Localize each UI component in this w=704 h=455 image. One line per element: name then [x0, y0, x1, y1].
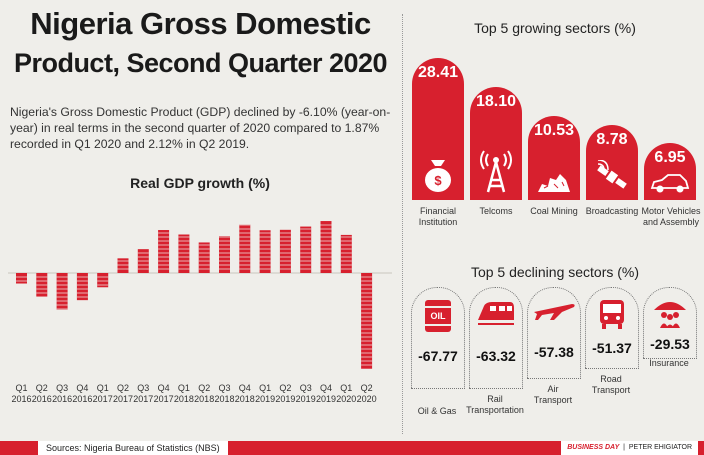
declining-item-air: -57.38 — [527, 287, 581, 379]
gdp-bar — [259, 230, 271, 273]
x-tick-label: Q3 2019 — [296, 383, 316, 404]
footer: Sources: Nigeria Bureau of Statistics (N… — [0, 441, 704, 455]
x-tick-label: Q4 2016 — [72, 383, 92, 404]
declining-sectors-title: Top 5 declining sectors (%) — [470, 264, 640, 280]
growing-bar-coal: 10.53 — [528, 116, 580, 200]
x-tick-label: Q2 2019 — [275, 383, 295, 404]
declining-item-insurance: -29.53 — [643, 287, 697, 359]
title-line-1: Nigeria Gross Domestic — [30, 6, 371, 41]
gdp-bar — [97, 273, 109, 288]
gdp-bar — [16, 273, 27, 284]
x-tick-label: Q2 2016 — [32, 383, 52, 404]
oil-icon-text: OIL — [431, 311, 447, 321]
growing-value: 18.10 — [475, 93, 517, 110]
gdp-chart-title: Real GDP growth (%) — [130, 175, 270, 191]
airplane-icon — [534, 304, 575, 320]
declining-item-rail: -63.32 — [469, 287, 523, 389]
gdp-bar — [117, 258, 129, 273]
declining-label-road: Road Transport — [591, 374, 631, 395]
gdp-bar — [56, 273, 68, 310]
declining-value: -63.32 — [476, 348, 516, 364]
declining-label-insurance: Insurance — [649, 358, 689, 368]
page-title: Nigeria Gross Domestic Product, Second Q… — [8, 6, 393, 81]
people-umbrella-icon — [654, 302, 686, 328]
x-tick-label: Q3 2017 — [133, 383, 153, 404]
growing-value: 6.95 — [654, 149, 686, 166]
declining-value: -57.38 — [534, 344, 574, 360]
growing-label-telcoms: Telcoms — [479, 206, 513, 216]
oil-barrel-icon: OIL — [425, 300, 451, 332]
svg-text:$: $ — [434, 173, 442, 188]
satellite-icon — [597, 160, 627, 189]
declining-value: -29.53 — [650, 336, 690, 352]
x-tick-label: Q1 2019 — [255, 383, 275, 404]
x-tick-label: Q3 2016 — [52, 383, 72, 404]
x-tick-label: Q4 2019 — [316, 383, 336, 404]
declining-value: -51.37 — [592, 340, 632, 356]
x-tick-label: Q4 2018 — [235, 383, 255, 404]
gdp-bar — [219, 236, 230, 273]
gdp-bar — [158, 230, 170, 273]
source-note: Sources: Nigeria Bureau of Statistics (N… — [38, 441, 228, 455]
gdp-bar — [137, 249, 149, 273]
declining-value: -67.77 — [418, 348, 458, 364]
gdp-bar — [361, 273, 373, 369]
growing-value: 8.78 — [596, 131, 628, 148]
growing-bar-financial: 28.41 $ — [412, 58, 464, 200]
x-tick-label: Q4 2017 — [154, 383, 174, 404]
description: Nigeria's Gross Domestic Product (GDP) d… — [10, 105, 391, 151]
declining-label-rail: Rail Transportation — [466, 394, 524, 415]
money-bag-icon: $ — [425, 160, 451, 192]
divider — [402, 14, 403, 434]
gdp-bar — [198, 242, 210, 273]
declining-item-road: -51.37 — [585, 287, 639, 369]
gdp-bar — [239, 224, 251, 273]
growing-label-coal: Coal Mining — [530, 206, 578, 216]
train-icon — [478, 302, 514, 325]
growing-bar-broadcasting: 8.78 — [586, 125, 638, 200]
x-tick-label: Q2 2018 — [194, 383, 214, 404]
author: PETER EHIGIATOR — [628, 444, 692, 451]
x-tick-label: Q1 2018 — [174, 383, 194, 404]
gdp-bar — [320, 221, 332, 273]
growing-label-broadcasting: Broadcasting — [585, 206, 639, 216]
declining-label-oil-gas: Oil & Gas — [417, 406, 457, 416]
gdp-bar — [178, 234, 190, 273]
x-tick-label: Q2 2020 — [357, 383, 377, 404]
gdp-bar — [279, 229, 291, 273]
brand-logo: BUSINESS DAY — [567, 444, 620, 451]
growing-value: 28.41 — [417, 64, 459, 81]
gdp-bar — [36, 273, 48, 297]
x-tick-label: Q1 2020 — [336, 383, 356, 404]
brand-credit: BUSINESS DAY | PETER EHIGIATOR — [561, 441, 698, 455]
growing-label-motor: Motor Vehicles and Assembly — [641, 206, 701, 227]
growing-sectors-title: Top 5 growing sectors (%) — [474, 20, 636, 36]
title-line-2: Product, Second Quarter 2020 — [13, 48, 388, 78]
declining-item-oil-gas: OIL -67.77 — [411, 287, 465, 389]
x-tick-label: Q1 2017 — [93, 383, 113, 404]
growing-label-financial: Financial Institution — [418, 206, 458, 227]
gdp-bar — [300, 226, 312, 273]
x-tick-label: Q2 2017 — [113, 383, 133, 404]
bus-icon — [600, 300, 624, 329]
gdp-bar — [76, 273, 88, 301]
declining-label-air: Air Transport — [533, 384, 573, 405]
gdp-bar — [340, 234, 352, 273]
growing-bar-telcoms: 18.10 — [470, 87, 522, 200]
x-tick-label: Q1 2016 — [11, 383, 31, 404]
x-tick-label: Q3 2018 — [214, 383, 234, 404]
coal-icon — [538, 174, 570, 192]
growing-bar-motor: 6.95 — [644, 143, 696, 200]
cell-tower-icon — [480, 150, 512, 193]
growing-value: 10.53 — [533, 122, 575, 139]
car-icon — [650, 174, 690, 193]
